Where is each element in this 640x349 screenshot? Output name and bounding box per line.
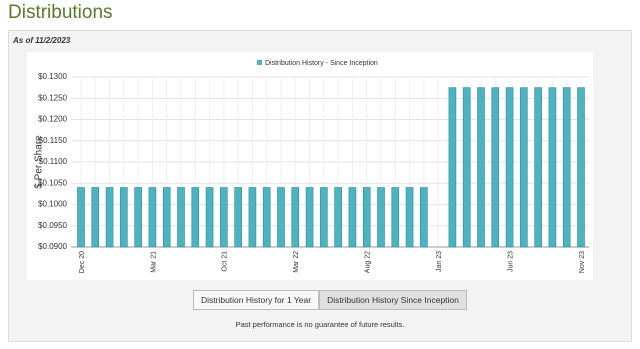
bar [291, 187, 300, 248]
bar [405, 187, 414, 248]
y-tick-label: $0.1250 [38, 93, 67, 102]
y-tick-label: $0.1050 [38, 178, 67, 187]
button-group: Distribution History for 1 Year Distribu… [193, 290, 467, 310]
bar [377, 187, 385, 248]
bar [148, 187, 157, 248]
x-tick-label: Nov 23 [579, 251, 586, 273]
x-tick-label: Mar 21 [150, 251, 157, 273]
bar [491, 87, 500, 248]
y-tick-label: $0.1200 [38, 115, 67, 124]
y-tick-label: $0.1150 [39, 136, 68, 145]
y-tick-label: $0.1000 [38, 200, 67, 209]
legend-label: Distribution History - Since Inception [265, 60, 378, 67]
bar [320, 187, 328, 248]
bar [548, 87, 557, 248]
bar [520, 87, 528, 248]
footnote: Past performance is no guarantee of futu… [235, 320, 405, 329]
bar [120, 187, 128, 248]
x-tick-label: Jan 23 [436, 251, 443, 272]
bar [334, 187, 342, 248]
bar [391, 187, 400, 248]
x-tick-label: Jun 23 [507, 251, 514, 272]
y-tick-label: $0.1100 [39, 157, 68, 166]
bar [134, 187, 142, 248]
bar [262, 187, 271, 248]
bar [205, 187, 214, 248]
bar [462, 87, 471, 248]
y-tick-label: $0.0900 [38, 242, 67, 251]
y-tick-label: $0.0950 [38, 221, 67, 230]
x-tick-label: Dec 20 [79, 251, 86, 273]
bar [191, 187, 200, 248]
bar [348, 187, 357, 248]
panel: As of 11/2/2023 $0.0900 $0.0950 $0.1000 $0.… [8, 30, 632, 342]
chart: $0.0900 $0.0950 $0.1000 $0.1050 $0.1100 $0.11… [27, 52, 593, 280]
bar [177, 187, 185, 248]
button[interactable]: Distribution History Since Inception [319, 290, 467, 310]
x-tick-label: Oct 21 [222, 251, 229, 272]
x-tick-label: Mar 22 [293, 251, 300, 273]
bar [77, 187, 85, 248]
bar [448, 87, 457, 248]
as-of: As of 11/2/2023 [13, 36, 71, 45]
legend-swatch [257, 60, 262, 65]
bar [248, 187, 257, 248]
bar [305, 187, 314, 248]
bar [577, 87, 585, 248]
bar [562, 87, 571, 248]
y-axis-label: $ Per Share [34, 135, 45, 189]
bar [477, 87, 485, 248]
bar [277, 187, 285, 248]
bar [162, 187, 171, 248]
bar [91, 187, 100, 248]
bar [505, 87, 514, 248]
bar [534, 87, 542, 248]
bar [362, 187, 371, 248]
bar [220, 187, 228, 248]
bar [234, 187, 242, 248]
y-tick-label: $0.1300 [38, 72, 67, 81]
bar [420, 187, 428, 248]
page-title: Distributions [8, 2, 113, 23]
bar [105, 187, 114, 248]
x-tick-label: Aug 22 [365, 251, 372, 273]
button[interactable]: Distribution History for 1 Year [193, 290, 320, 310]
